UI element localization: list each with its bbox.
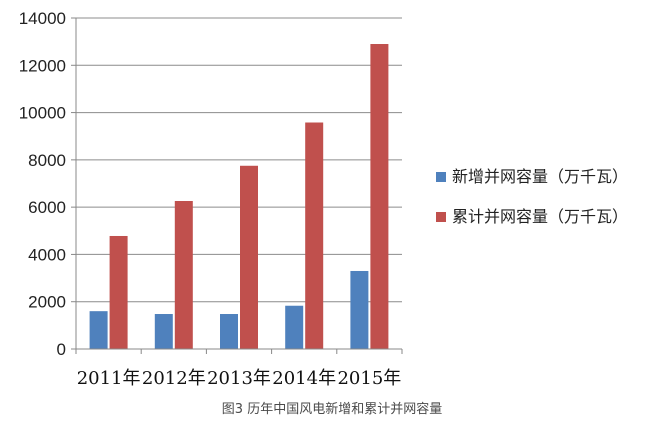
y-tick-label: 6000	[28, 198, 66, 217]
legend-swatch	[436, 212, 446, 222]
legend-swatch	[436, 172, 446, 182]
bar-series-2-4	[305, 122, 324, 349]
bar-series-1-4	[285, 305, 304, 349]
x-axis-categories: 2011年 2012年 2013年 2014年 2015年	[75, 349, 403, 389]
x-category-label: 2012年	[142, 368, 206, 389]
y-tick-label: 12000	[19, 56, 66, 75]
figure-caption: 图3 历年中国风电新增和累计并网容量	[221, 402, 443, 417]
gridlines	[76, 17, 402, 303]
x-category-label: 2014年	[272, 368, 336, 389]
bar-series-2-3	[240, 165, 258, 349]
y-tick-label: 2000	[28, 293, 66, 312]
y-tick-label: 4000	[28, 245, 66, 264]
bar-series-2-5	[370, 44, 389, 349]
bar-series-1-1	[89, 311, 108, 349]
legend-label: 累计并网容量（万千瓦）	[452, 207, 628, 226]
bar-series-2-2	[174, 200, 193, 349]
x-category-label: 2013年	[207, 368, 271, 389]
y-axis-ticks: 0 2000 4000 6000 8000 10000 12000 14000	[19, 9, 77, 359]
x-category-label: 2015年	[337, 368, 401, 389]
bar-series-1-5	[350, 270, 369, 349]
bar-series-2-1	[109, 235, 128, 349]
x-category-label: 2011年	[77, 368, 141, 389]
y-tick-label: 8000	[28, 151, 66, 170]
y-tick-label: 10000	[19, 104, 66, 123]
legend: 新增并网容量（万千瓦） 累计并网容量（万千瓦）	[436, 167, 628, 226]
bars	[89, 44, 389, 349]
bar-series-1-3	[220, 314, 238, 349]
y-tick-label: 14000	[19, 9, 66, 28]
legend-label: 新增并网容量（万千瓦）	[452, 167, 628, 186]
y-tick-label: 0	[57, 340, 66, 359]
bar-series-1-2	[154, 314, 173, 349]
